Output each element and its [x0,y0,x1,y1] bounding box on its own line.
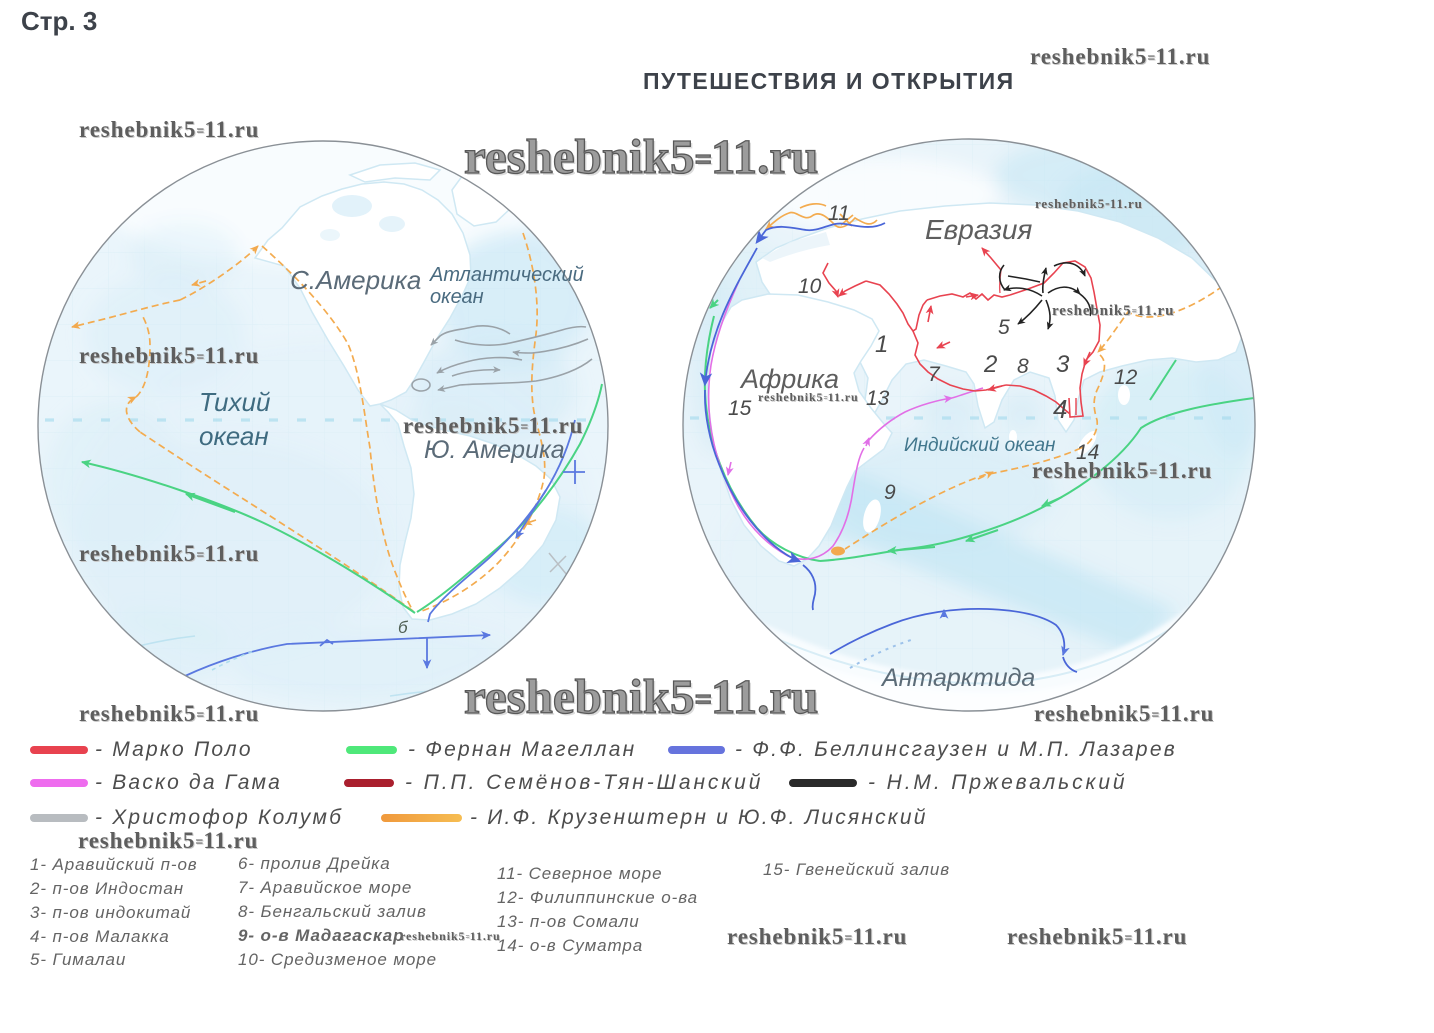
svg-text:13: 13 [866,387,890,410]
svg-text:Антарктида: Антарктида [880,664,1035,692]
svg-text:Африка: Африка [739,364,839,394]
svg-text:8: 8 [1017,355,1029,378]
svg-text:9: 9 [884,481,896,504]
svg-text:12: 12 [1114,366,1138,389]
svg-text:10: 10 [798,275,822,298]
svg-text:океан: океан [199,421,269,451]
svg-text:11: 11 [828,202,850,225]
svg-text:5: 5 [998,316,1010,339]
svg-text:Тихий: Тихий [199,387,270,417]
svg-text:Ю. Америка: Ю. Америка [424,436,565,464]
svg-text:б: б [398,618,409,637]
svg-text:3: 3 [1056,351,1070,378]
svg-text:С.Америка: С.Америка [290,265,421,295]
svg-text:4: 4 [1053,394,1067,424]
svg-text:Евразия: Евразия [925,214,1032,245]
svg-text:Атлантический: Атлантический [429,264,584,286]
svg-text:1: 1 [875,331,888,358]
svg-text:14: 14 [1076,441,1099,464]
svg-text:2: 2 [983,351,997,378]
svg-text:Индийский океан: Индийский океан [904,435,1056,456]
svg-text:океан: океан [430,286,484,308]
svg-text:7: 7 [928,363,941,386]
svg-text:15: 15 [728,397,752,420]
